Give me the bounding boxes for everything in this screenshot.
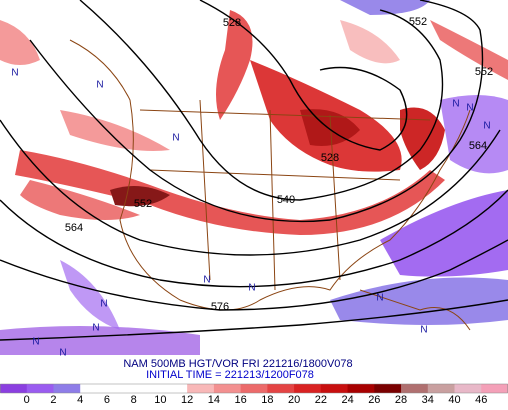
colorbar-swatch — [160, 384, 188, 393]
colorbar-label: 8 — [131, 394, 137, 405]
colorbar-label: 0 — [24, 394, 30, 405]
colorbar-swatch — [240, 384, 268, 393]
vorticity-marker: N — [172, 133, 179, 144]
colorbar-label: 18 — [261, 394, 273, 405]
colorbar: 0 2 4 6 8 10 12 14 16 18 20 22 24 26 28 34 40 46 — [0, 383, 508, 406]
colorbar-swatch — [320, 384, 349, 393]
contour-label: 540 — [277, 194, 295, 206]
vorticity-marker: N — [203, 275, 210, 286]
vorticity-marker: N — [466, 103, 473, 114]
colorbar-swatch — [26, 384, 54, 393]
vorticity-marker: N — [11, 68, 18, 79]
contour-label: 552 — [134, 198, 152, 210]
colorbar-swatch — [53, 384, 81, 393]
map-title: NAM 500MB HGT/VOR FRI 221216/1800V078 — [123, 358, 352, 370]
vorticity-marker: N — [452, 99, 459, 110]
colorbar-swatch — [0, 384, 28, 393]
colorbar-swatch — [374, 384, 402, 393]
colorbar-swatch — [401, 384, 429, 393]
colorbar-swatch — [106, 384, 135, 393]
map-subtitle: INITIAL TIME = 221213/1200F078 — [146, 369, 314, 381]
colorbar-swatch — [133, 384, 161, 393]
colorbar-label: 4 — [77, 394, 83, 405]
colorbar-label: 34 — [422, 394, 434, 405]
colorbar-swatch — [213, 384, 242, 393]
colorbar-label: 14 — [208, 394, 220, 405]
contour-label: 528 — [321, 152, 339, 164]
colorbar-label: 46 — [475, 394, 487, 405]
contour-label: 528 — [223, 17, 241, 29]
colorbar-swatch — [80, 384, 108, 393]
colorbar-swatch — [481, 384, 508, 393]
vorticity-marker: N — [248, 283, 255, 294]
colorbar-swatch — [267, 384, 295, 393]
colorbar-swatch — [427, 384, 456, 393]
map: 528 552 552 564 552 540 528 564 576 N N … — [0, 0, 508, 359]
colorbar-label: 24 — [341, 394, 353, 405]
contour-label: 564 — [65, 222, 83, 234]
colorbar-swatch — [294, 384, 322, 393]
colorbar-label: 28 — [395, 394, 407, 405]
colorbar-label: 16 — [235, 394, 247, 405]
vorticity-marker: N — [100, 299, 107, 310]
vorticity-marker: N — [96, 80, 103, 91]
colorbar-label: 26 — [368, 394, 380, 405]
contour-label: 576 — [211, 301, 229, 313]
vorticity-shading — [0, 0, 508, 355]
contour-label: 552 — [475, 66, 493, 78]
political-boundaries — [69, 39, 471, 331]
vorticity-marker: N — [32, 337, 39, 348]
colorbar-label: 2 — [50, 394, 56, 405]
colorbar-label: 12 — [181, 394, 193, 405]
colorbar-swatch — [347, 384, 375, 393]
colorbar-label: 22 — [315, 394, 327, 405]
vorticity-marker: N — [92, 323, 99, 334]
contour-label: 552 — [409, 16, 427, 28]
vorticity-marker: N — [59, 348, 66, 359]
colorbar-label: 10 — [154, 394, 166, 405]
colorbar-swatch — [187, 384, 215, 393]
height-contours — [0, 0, 508, 341]
vorticity-marker: N — [376, 293, 383, 304]
colorbar-label: 40 — [448, 394, 460, 405]
colorbar-swatch — [454, 384, 482, 393]
vorticity-marker: N — [483, 121, 490, 132]
colorbar-label: 20 — [288, 394, 300, 405]
vorticity-marker: N — [420, 325, 427, 336]
contour-label: 564 — [469, 140, 487, 152]
colorbar-label: 6 — [104, 394, 110, 405]
